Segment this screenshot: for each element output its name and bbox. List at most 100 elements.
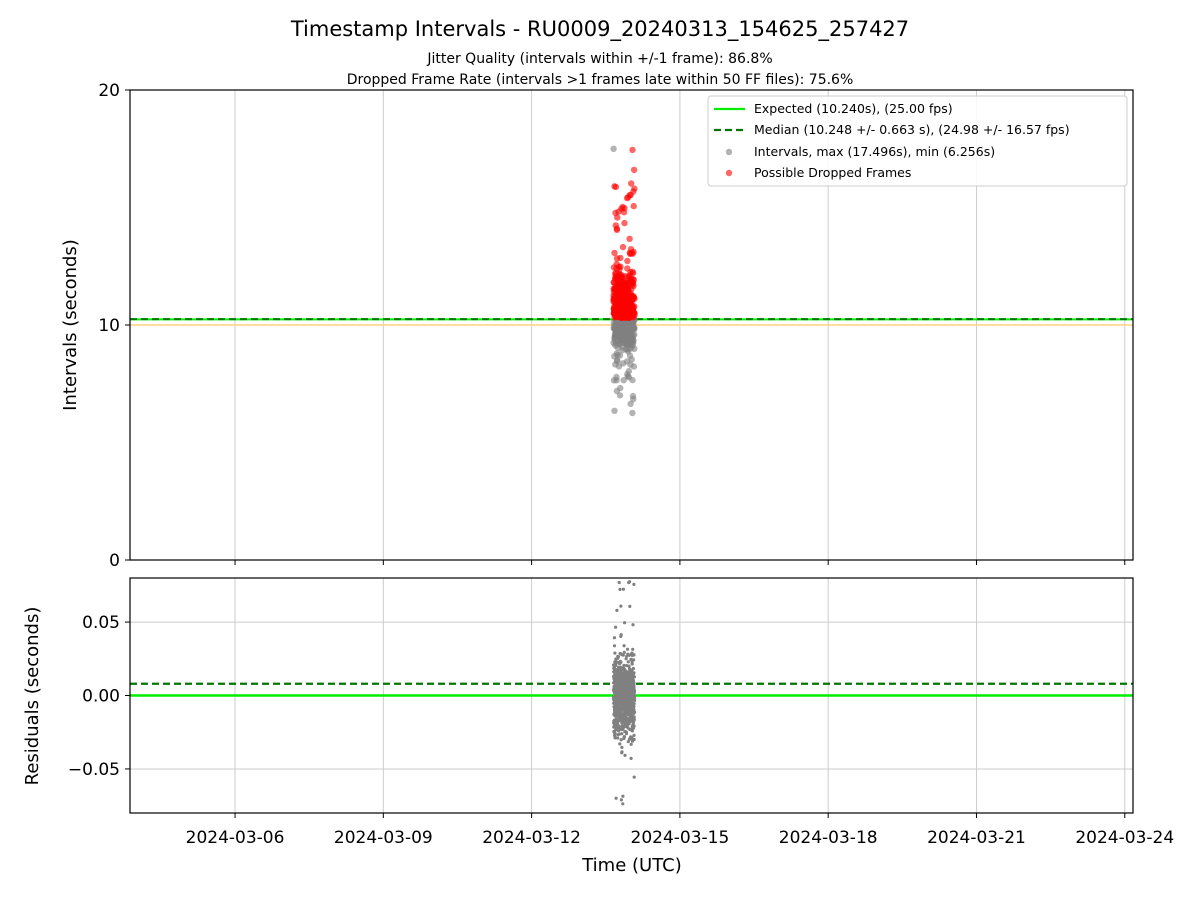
residual-point xyxy=(632,737,636,742)
x-tick-label: 2024-03-12 xyxy=(482,828,581,848)
dropped-frame-point xyxy=(611,305,618,313)
residual-point xyxy=(614,796,618,800)
residual-point xyxy=(631,647,635,651)
residual-point xyxy=(614,682,618,686)
dropped-frame-point xyxy=(630,166,638,174)
interval-point xyxy=(628,333,635,340)
residual-point xyxy=(616,729,620,733)
intervals-y-axis-label: Intervals (seconds) xyxy=(60,239,81,411)
intervals-y-tick-label: 10 xyxy=(98,316,120,336)
legend-dropped-label: Possible Dropped Frames xyxy=(754,165,911,180)
residual-point xyxy=(620,708,625,712)
dropped-frame-point xyxy=(610,264,618,271)
residual-point xyxy=(617,670,621,674)
residual-point xyxy=(631,678,636,682)
residual-point xyxy=(615,680,619,684)
chart-title: Timestamp Intervals - RU0009_20240313_15… xyxy=(290,17,909,42)
residual-point xyxy=(613,651,617,655)
residual-point xyxy=(625,654,629,658)
residual-point xyxy=(629,657,633,662)
residual-point xyxy=(628,713,632,717)
chart-subtitle-dropped: Dropped Frame Rate (intervals >1 frames … xyxy=(347,72,854,88)
residual-point xyxy=(612,691,617,695)
residual-point xyxy=(612,721,616,725)
legend-intervals-label: Intervals, max (17.496s), min (6.256s) xyxy=(754,144,995,159)
residual-point xyxy=(628,684,632,688)
residual-point xyxy=(628,706,632,710)
residual-point xyxy=(623,670,627,674)
intervals-y-ticks: 0 10 20 xyxy=(98,81,130,571)
intervals-y-tick-label: 0 xyxy=(109,551,120,571)
interval-point xyxy=(612,332,619,340)
dropped-frame-point xyxy=(630,202,637,210)
residual-point xyxy=(624,699,628,703)
residual-point xyxy=(629,756,633,761)
residual-point xyxy=(628,604,632,609)
dropped-frame-point xyxy=(617,254,624,262)
residual-point xyxy=(632,696,636,700)
residual-point xyxy=(618,587,622,592)
residual-point xyxy=(615,709,619,714)
interval-point xyxy=(617,330,624,337)
residual-point xyxy=(624,732,629,736)
residual-point xyxy=(616,736,620,740)
residual-point xyxy=(632,687,636,692)
legend-box xyxy=(707,95,1128,187)
residual-point xyxy=(621,721,625,725)
residual-point xyxy=(620,745,624,750)
residuals-y-ticks: −0.05 0.00 0.05 xyxy=(68,613,130,780)
residual-point xyxy=(629,727,634,731)
residual-point xyxy=(614,625,618,629)
residual-point xyxy=(633,710,637,714)
residual-point xyxy=(618,709,622,713)
residual-point xyxy=(616,695,620,699)
residual-point xyxy=(624,682,628,686)
residuals-y-tick-label: 0.00 xyxy=(82,687,120,707)
residual-point xyxy=(614,720,618,724)
residual-point xyxy=(632,582,636,587)
interval-point xyxy=(614,357,621,365)
residual-point xyxy=(622,667,626,671)
residual-point xyxy=(613,662,618,666)
residual-point xyxy=(630,662,634,666)
legend-dropped-swatch xyxy=(725,169,733,177)
residual-point xyxy=(617,690,622,694)
interval-point xyxy=(620,377,627,384)
dropped-frame-point xyxy=(626,272,633,279)
residual-point xyxy=(613,734,617,739)
residual-point xyxy=(624,690,628,694)
residual-point xyxy=(612,681,616,685)
residual-point xyxy=(612,694,617,699)
interval-point xyxy=(627,400,634,407)
residual-point xyxy=(630,690,634,694)
residual-point xyxy=(622,704,626,709)
residual-point xyxy=(626,674,631,679)
residual-point xyxy=(631,623,635,627)
dropped-frame-point xyxy=(629,146,636,154)
interval-point xyxy=(624,346,632,353)
residual-point xyxy=(626,660,630,664)
dropped-frame-point xyxy=(629,281,636,288)
chart-subtitle-jitter: Jitter Quality (intervals within +/-1 fr… xyxy=(426,51,772,67)
residual-point xyxy=(632,653,636,657)
residual-point xyxy=(630,693,634,697)
interval-point xyxy=(610,145,617,152)
residual-point xyxy=(632,699,637,703)
residual-point xyxy=(625,723,629,728)
dropped-frame-point xyxy=(623,293,630,300)
residual-point xyxy=(628,580,632,584)
residual-point xyxy=(618,732,622,736)
residual-point xyxy=(628,668,632,672)
residual-point xyxy=(624,695,629,700)
residual-point xyxy=(613,731,617,736)
residual-point xyxy=(632,733,636,738)
interval-point xyxy=(626,352,634,359)
residual-point xyxy=(612,636,617,640)
legend-expected-label: Expected (10.240s), (25.00 fps) xyxy=(754,101,953,116)
dropped-frame-point xyxy=(612,222,619,229)
residual-point xyxy=(620,724,624,728)
interval-point xyxy=(612,342,619,349)
residual-point xyxy=(612,644,617,648)
dropped-frame-point xyxy=(631,185,638,192)
